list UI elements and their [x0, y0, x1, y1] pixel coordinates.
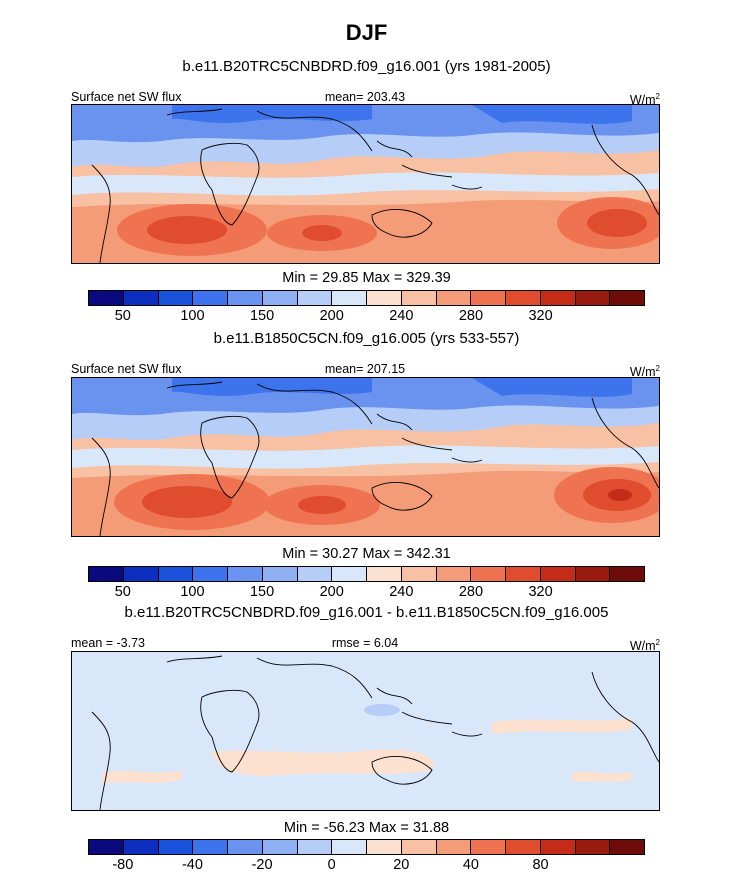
panel3-colorbar [88, 839, 645, 855]
colorbar-box [89, 567, 124, 581]
colorbar-tick-label: 50 [114, 308, 131, 324]
colorbar-tick-label: 240 [389, 584, 414, 600]
colorbar-box [610, 291, 644, 305]
panel3-units: W/m2 [629, 638, 660, 654]
panel2-center-label: mean= 207.15 [324, 362, 406, 376]
colorbar-tick-label: 80 [532, 857, 549, 873]
colorbar-box [123, 567, 159, 581]
panel3-title: b.e11.B20TRC5CNBDRD.f09_g16.001 - b.e11.… [124, 604, 609, 621]
colorbar-tick-label: 280 [458, 308, 484, 324]
panel1-map [71, 104, 660, 264]
colorbar-tick-label: 20 [393, 857, 410, 873]
colorbar-box [228, 291, 263, 305]
colorbar-tick-label: 0 [327, 857, 336, 873]
panel2-map [71, 377, 660, 537]
colorbar-box [367, 291, 402, 305]
colorbar-tick-label: 200 [319, 584, 344, 600]
colorbar-box [89, 291, 124, 305]
colorbar-box [575, 291, 611, 305]
colorbar-tick-label: 100 [180, 308, 205, 324]
colorbar-box [262, 567, 298, 581]
colorbar-box [540, 840, 576, 854]
colorbar-box [436, 567, 472, 581]
colorbar-tick-label: -80 [112, 857, 134, 873]
colorbar-box [262, 291, 298, 305]
panel3-map [71, 651, 660, 811]
colorbar-tick-label: 50 [114, 584, 131, 600]
colorbar-tick-label: 40 [462, 857, 480, 873]
panel3-heatmap [72, 652, 659, 810]
colorbar-box [401, 840, 437, 854]
panel2-heatmap [72, 378, 659, 536]
colorbar-box [506, 291, 541, 305]
colorbar-tick-label: 320 [528, 584, 553, 600]
colorbar-box [506, 567, 541, 581]
colorbar-box [297, 840, 333, 854]
colorbar-box [193, 291, 228, 305]
colorbar-box [332, 840, 367, 854]
panel1-stats: Min = 29.85 Max = 329.39 [282, 270, 451, 286]
colorbar-box [401, 291, 437, 305]
colorbar-box [471, 291, 506, 305]
colorbar-box [436, 291, 472, 305]
panel1-title: b.e11.B20TRC5CNBDRD.f09_g16.001 (yrs 198… [182, 58, 551, 75]
colorbar-box [193, 840, 228, 854]
colorbar-box [297, 291, 333, 305]
colorbar-tick-label: 200 [319, 308, 344, 324]
colorbar-box [471, 567, 506, 581]
colorbar-box [158, 567, 194, 581]
colorbar-box [471, 840, 506, 854]
colorbar-tick-label: 150 [249, 308, 275, 324]
colorbar-tick-label: 240 [389, 308, 414, 324]
figure-title: DJF [345, 20, 388, 45]
colorbar-tick-label: 280 [458, 584, 484, 600]
colorbar-box [575, 567, 611, 581]
colorbar-box [575, 840, 611, 854]
colorbar-box [297, 567, 333, 581]
colorbar-box [228, 567, 263, 581]
colorbar-box [436, 840, 472, 854]
colorbar-tick-label: 320 [528, 308, 553, 324]
panel3-colorbar-ticks: -80 -40 -20 0 20 40 80 [88, 857, 645, 873]
colorbar-box [158, 840, 194, 854]
panel2-title: b.e11.B1850C5CN.f09_g16.005 (yrs 533-557… [213, 330, 520, 347]
panel1-units: W/m2 [629, 92, 660, 108]
panel2-stats: Min = 30.27 Max = 342.31 [282, 546, 451, 562]
colorbar-box [540, 291, 576, 305]
panel1-colorbar-ticks: 50 100 150 200 240 280 320 [88, 308, 645, 324]
colorbar-box [262, 840, 298, 854]
colorbar-box [123, 840, 159, 854]
colorbar-box [367, 840, 402, 854]
panel1-colorbar [88, 290, 645, 306]
panel1-center-label: mean= 203.43 [324, 90, 406, 104]
colorbar-box [610, 840, 644, 854]
colorbar-box [506, 840, 541, 854]
panel1-left-label: Surface net SW flux [71, 90, 182, 104]
colorbar-box [193, 567, 228, 581]
colorbar-tick-label: 150 [249, 584, 275, 600]
colorbar-box [332, 291, 367, 305]
panel2-units: W/m2 [629, 364, 660, 380]
colorbar-box [228, 840, 263, 854]
panel1-heatmap [72, 105, 659, 263]
colorbar-box [367, 567, 402, 581]
panel2-left-label: Surface net SW flux [71, 362, 182, 376]
colorbar-tick-label: -20 [251, 857, 273, 873]
panel3-stats: Min = -56.23 Max = 31.88 [283, 820, 450, 836]
panel3-left-label: mean = -3.73 [71, 636, 146, 650]
colorbar-tick-label: -40 [181, 857, 203, 873]
colorbar-box [610, 567, 644, 581]
colorbar-tick-label: 100 [180, 584, 205, 600]
colorbar-box [540, 567, 576, 581]
colorbar-box [89, 840, 124, 854]
colorbar-box [332, 567, 367, 581]
colorbar-box [401, 567, 437, 581]
panel2-colorbar [88, 566, 645, 582]
panel3-center-label: rmse = 6.04 [331, 636, 399, 650]
colorbar-box [158, 291, 194, 305]
panel2-colorbar-ticks: 50 100 150 200 240 280 320 [88, 584, 645, 600]
colorbar-box [123, 291, 159, 305]
